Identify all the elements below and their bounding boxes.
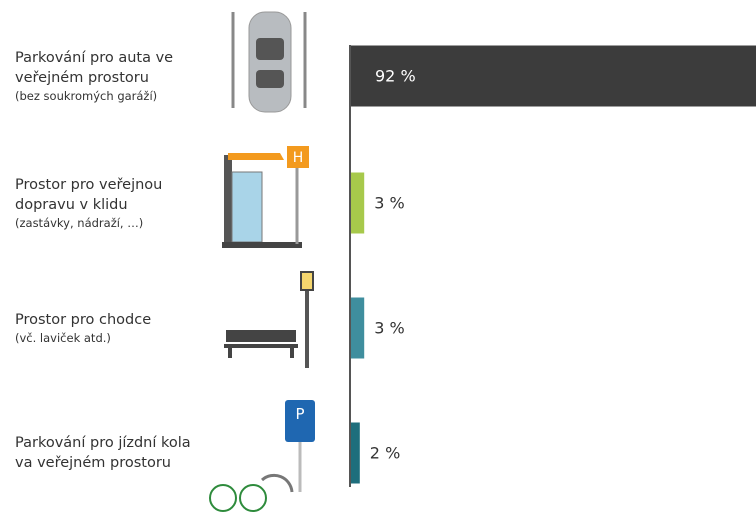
bus-stop-icon: H (222, 146, 309, 248)
car-icon (233, 12, 305, 112)
category-note: (zastávky, nádraží, …) (15, 215, 200, 231)
value-label: 92 % (375, 67, 416, 86)
bench-icon (224, 272, 313, 368)
bar (351, 298, 364, 359)
category-note: (vč. laviček atd.) (15, 330, 200, 346)
category-label: Prostor pro chodce(vč. laviček atd.) (15, 288, 200, 368)
category-text: Prostor pro veřejnou dopravu v klidu (15, 175, 200, 215)
category-text: Parkování pro jízdní kola va veřejném pr… (15, 433, 200, 473)
infographic: H P Parkování pro auta ve veřejném prost… (0, 0, 756, 520)
value-label: 3 % (374, 319, 404, 338)
svg-text:P: P (295, 405, 304, 423)
category-label: Parkování pro jízdní kola va veřejném pr… (15, 413, 200, 493)
category-text: Parkování pro auta ve veřejném prostoru (15, 48, 200, 88)
category-label: Prostor pro veřejnou dopravu v klidu(zas… (15, 163, 200, 243)
category-text: Prostor pro chodce (15, 310, 200, 330)
bar (351, 173, 364, 234)
bar (351, 423, 360, 484)
bike-parking-icon: P (210, 400, 315, 511)
value-label: 2 % (370, 444, 400, 463)
svg-text:H: H (293, 150, 304, 166)
category-note: (bez soukromých garáží) (15, 88, 200, 104)
value-label: 3 % (374, 194, 404, 213)
category-label: Parkování pro auta ve veřejném prostoru(… (15, 36, 200, 116)
